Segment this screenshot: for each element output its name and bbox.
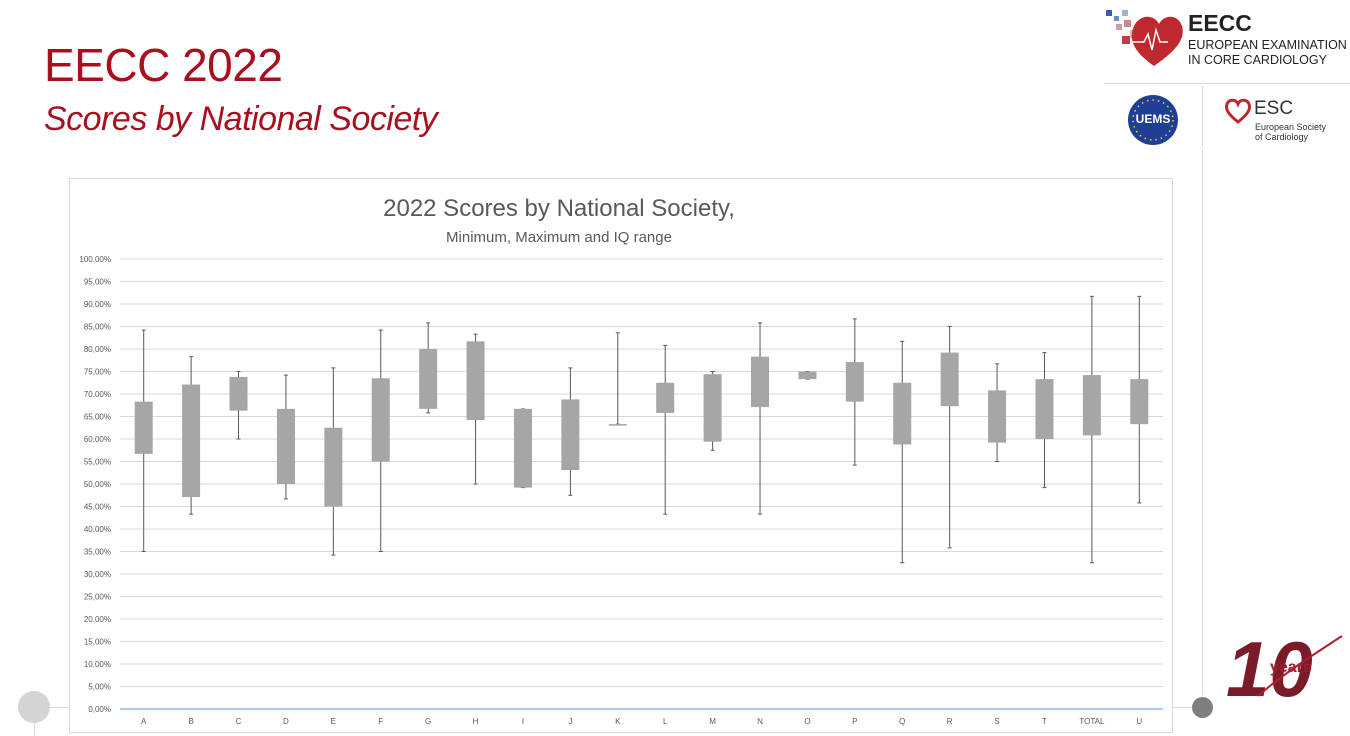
iqr-box <box>1035 379 1054 439</box>
uems-logo: UEMS <box>1127 94 1179 146</box>
y-tick-label: 85,00% <box>84 323 111 332</box>
y-tick-label: 5,00% <box>88 683 111 692</box>
x-tick-label: D <box>283 717 289 726</box>
x-tick-label: A <box>141 717 147 726</box>
ten-years-swoosh-icon <box>1257 635 1343 697</box>
iqr-box <box>324 427 343 507</box>
y-tick-label: 70,00% <box>84 390 111 399</box>
eecc-heart-icon <box>1106 10 1183 66</box>
x-tick-label: S <box>994 717 999 726</box>
eecc-logo: EECC EUROPEAN EXAMINATION IN CORE CARDIO… <box>1104 6 1350 76</box>
x-tick-label: H <box>473 717 479 726</box>
x-tick-label: Q <box>899 717 905 726</box>
ten-years-word: years <box>1270 659 1312 676</box>
x-tick-label: E <box>331 717 336 726</box>
y-tick-label: 10,00% <box>84 660 111 669</box>
x-tick-label: U <box>1136 717 1142 726</box>
eecc-tagline-2: IN CORE CARDIOLOGY <box>1188 53 1327 67</box>
x-tick-label: N <box>757 717 763 726</box>
ten-years-number: 10 <box>1226 625 1313 702</box>
y-tick-label: 65,00% <box>84 413 111 422</box>
esc-logo: ESC European Society of Cardiology <box>1224 96 1344 146</box>
esc-tagline-1: European Society <box>1255 122 1327 132</box>
iqr-box <box>134 401 153 454</box>
eecc-tagline-1: EUROPEAN EXAMINATION <box>1188 38 1347 52</box>
y-tick-label: 25,00% <box>84 593 111 602</box>
y-tick-label: 40,00% <box>84 525 111 534</box>
x-tick-label: K <box>615 717 621 726</box>
slide-title: EECC 2022 <box>44 39 283 91</box>
right-frame-line <box>1202 150 1203 695</box>
esc-heart-icon <box>1224 98 1252 124</box>
x-tick-label: G <box>425 717 431 726</box>
header-divider <box>1104 83 1350 84</box>
x-tick-label: T <box>1042 717 1047 726</box>
x-tick-label: L <box>663 717 668 726</box>
x-tick-label: B <box>188 717 193 726</box>
chart-title: 2022 Scores by National Society, <box>383 195 735 222</box>
iqr-box <box>466 341 485 421</box>
uems-name: UEMS <box>1135 112 1171 126</box>
y-tick-label: 30,00% <box>84 570 111 579</box>
iqr-box <box>182 384 201 498</box>
iqr-box <box>845 362 864 402</box>
iqr-box <box>561 399 580 471</box>
y-tick-label: 95,00% <box>84 278 111 287</box>
iqr-box <box>513 408 532 488</box>
y-tick-label: 90,00% <box>84 300 111 309</box>
chart-area: 2022 Scores by National Society, Minimum… <box>69 178 1173 733</box>
y-tick-label: 55,00% <box>84 458 111 467</box>
iqr-box <box>1130 379 1149 425</box>
x-tick-label: J <box>568 717 572 726</box>
x-tick-label: F <box>378 717 383 726</box>
x-tick-label: C <box>236 717 242 726</box>
esc-name: ESC <box>1254 98 1294 119</box>
eecc-name: EECC <box>1188 10 1252 36</box>
chart-plot: 0,00% 5,00% 10,00% 15,00% 20,00% 25,00% 30,00%… <box>79 255 1163 726</box>
iqr-box <box>419 349 438 409</box>
y-tick-label: 45,00% <box>84 503 111 512</box>
x-tick-label: P <box>852 717 857 726</box>
y-tick-label: 50,00% <box>84 480 111 489</box>
x-tick-label: TOTAL <box>1079 717 1105 726</box>
iqr-box <box>988 390 1007 443</box>
iqr-box <box>276 408 295 484</box>
iqr-box <box>608 424 627 426</box>
y-tick-label: 20,00% <box>84 615 111 624</box>
decorative-circle-right <box>1192 697 1213 718</box>
esc-tagline-2: of Cardiology <box>1255 132 1309 142</box>
y-tick-label: 75,00% <box>84 368 111 377</box>
y-tick-label: 60,00% <box>84 435 111 444</box>
uems-star-ring-icon <box>1128 95 1178 145</box>
x-tick-label: M <box>709 717 716 726</box>
y-tick-label: 15,00% <box>84 638 111 647</box>
chart-subtitle: Minimum, Maximum and IQ range <box>446 229 672 246</box>
logo-divider <box>1202 86 1203 146</box>
iqr-box <box>1082 375 1101 436</box>
ten-years-logo: 10 years <box>1226 625 1343 702</box>
iqr-box <box>940 352 959 407</box>
left-frame-line <box>34 722 35 736</box>
x-tick-label: O <box>804 717 810 726</box>
x-tick-label: R <box>947 717 953 726</box>
iqr-box <box>371 378 390 462</box>
iqr-box <box>798 371 817 380</box>
y-tick-label: 35,00% <box>84 548 111 557</box>
decorative-circle-left <box>18 691 50 723</box>
iqr-box <box>229 376 248 411</box>
y-tick-label: 0,00% <box>88 705 111 714</box>
iqr-box <box>703 374 722 442</box>
y-tick-label: 80,00% <box>84 345 111 354</box>
iqr-box <box>656 382 675 413</box>
iqr-box <box>751 356 770 408</box>
slide-subtitle: Scores by National Society <box>44 100 438 138</box>
y-tick-label: 100,00% <box>79 255 111 264</box>
x-tick-label: I <box>522 717 524 726</box>
iqr-box <box>893 382 912 445</box>
